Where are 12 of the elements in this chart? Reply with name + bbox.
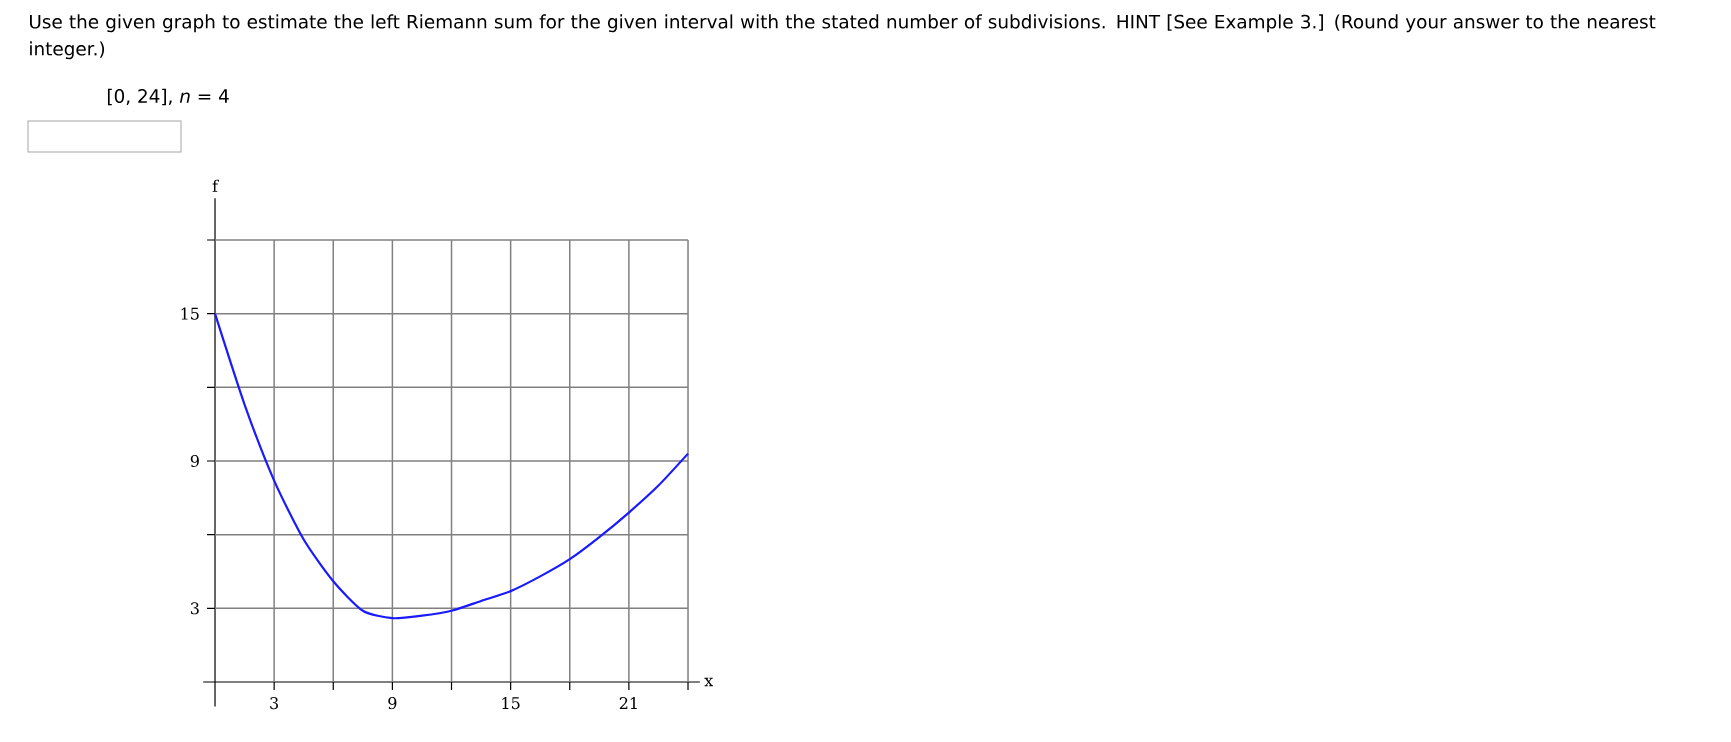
x-axis-title: x <box>704 677 714 687</box>
y-tick-label: 15 <box>181 307 199 320</box>
line-series <box>213 312 690 620</box>
x-tick-label: 9 <box>388 697 397 710</box>
x-tick-label: 3 <box>270 697 279 710</box>
chart-subtitle: [0, 24], n = 4 <box>107 88 229 106</box>
x-tick-label: 15 <box>502 697 520 710</box>
y-tick-label: 3 <box>190 602 199 615</box>
x-tick-label: 21 <box>619 697 637 709</box>
y-tick-label: 9 <box>190 454 199 468</box>
y-axis-title: f <box>212 179 219 192</box>
text: Use the given graph to estimate the left Riemann sum for the given interval with the stated number of subdivisions. HINT [See Example 3.] (Round your answer to the nearest integer.) <box>30 14 1656 60</box>
